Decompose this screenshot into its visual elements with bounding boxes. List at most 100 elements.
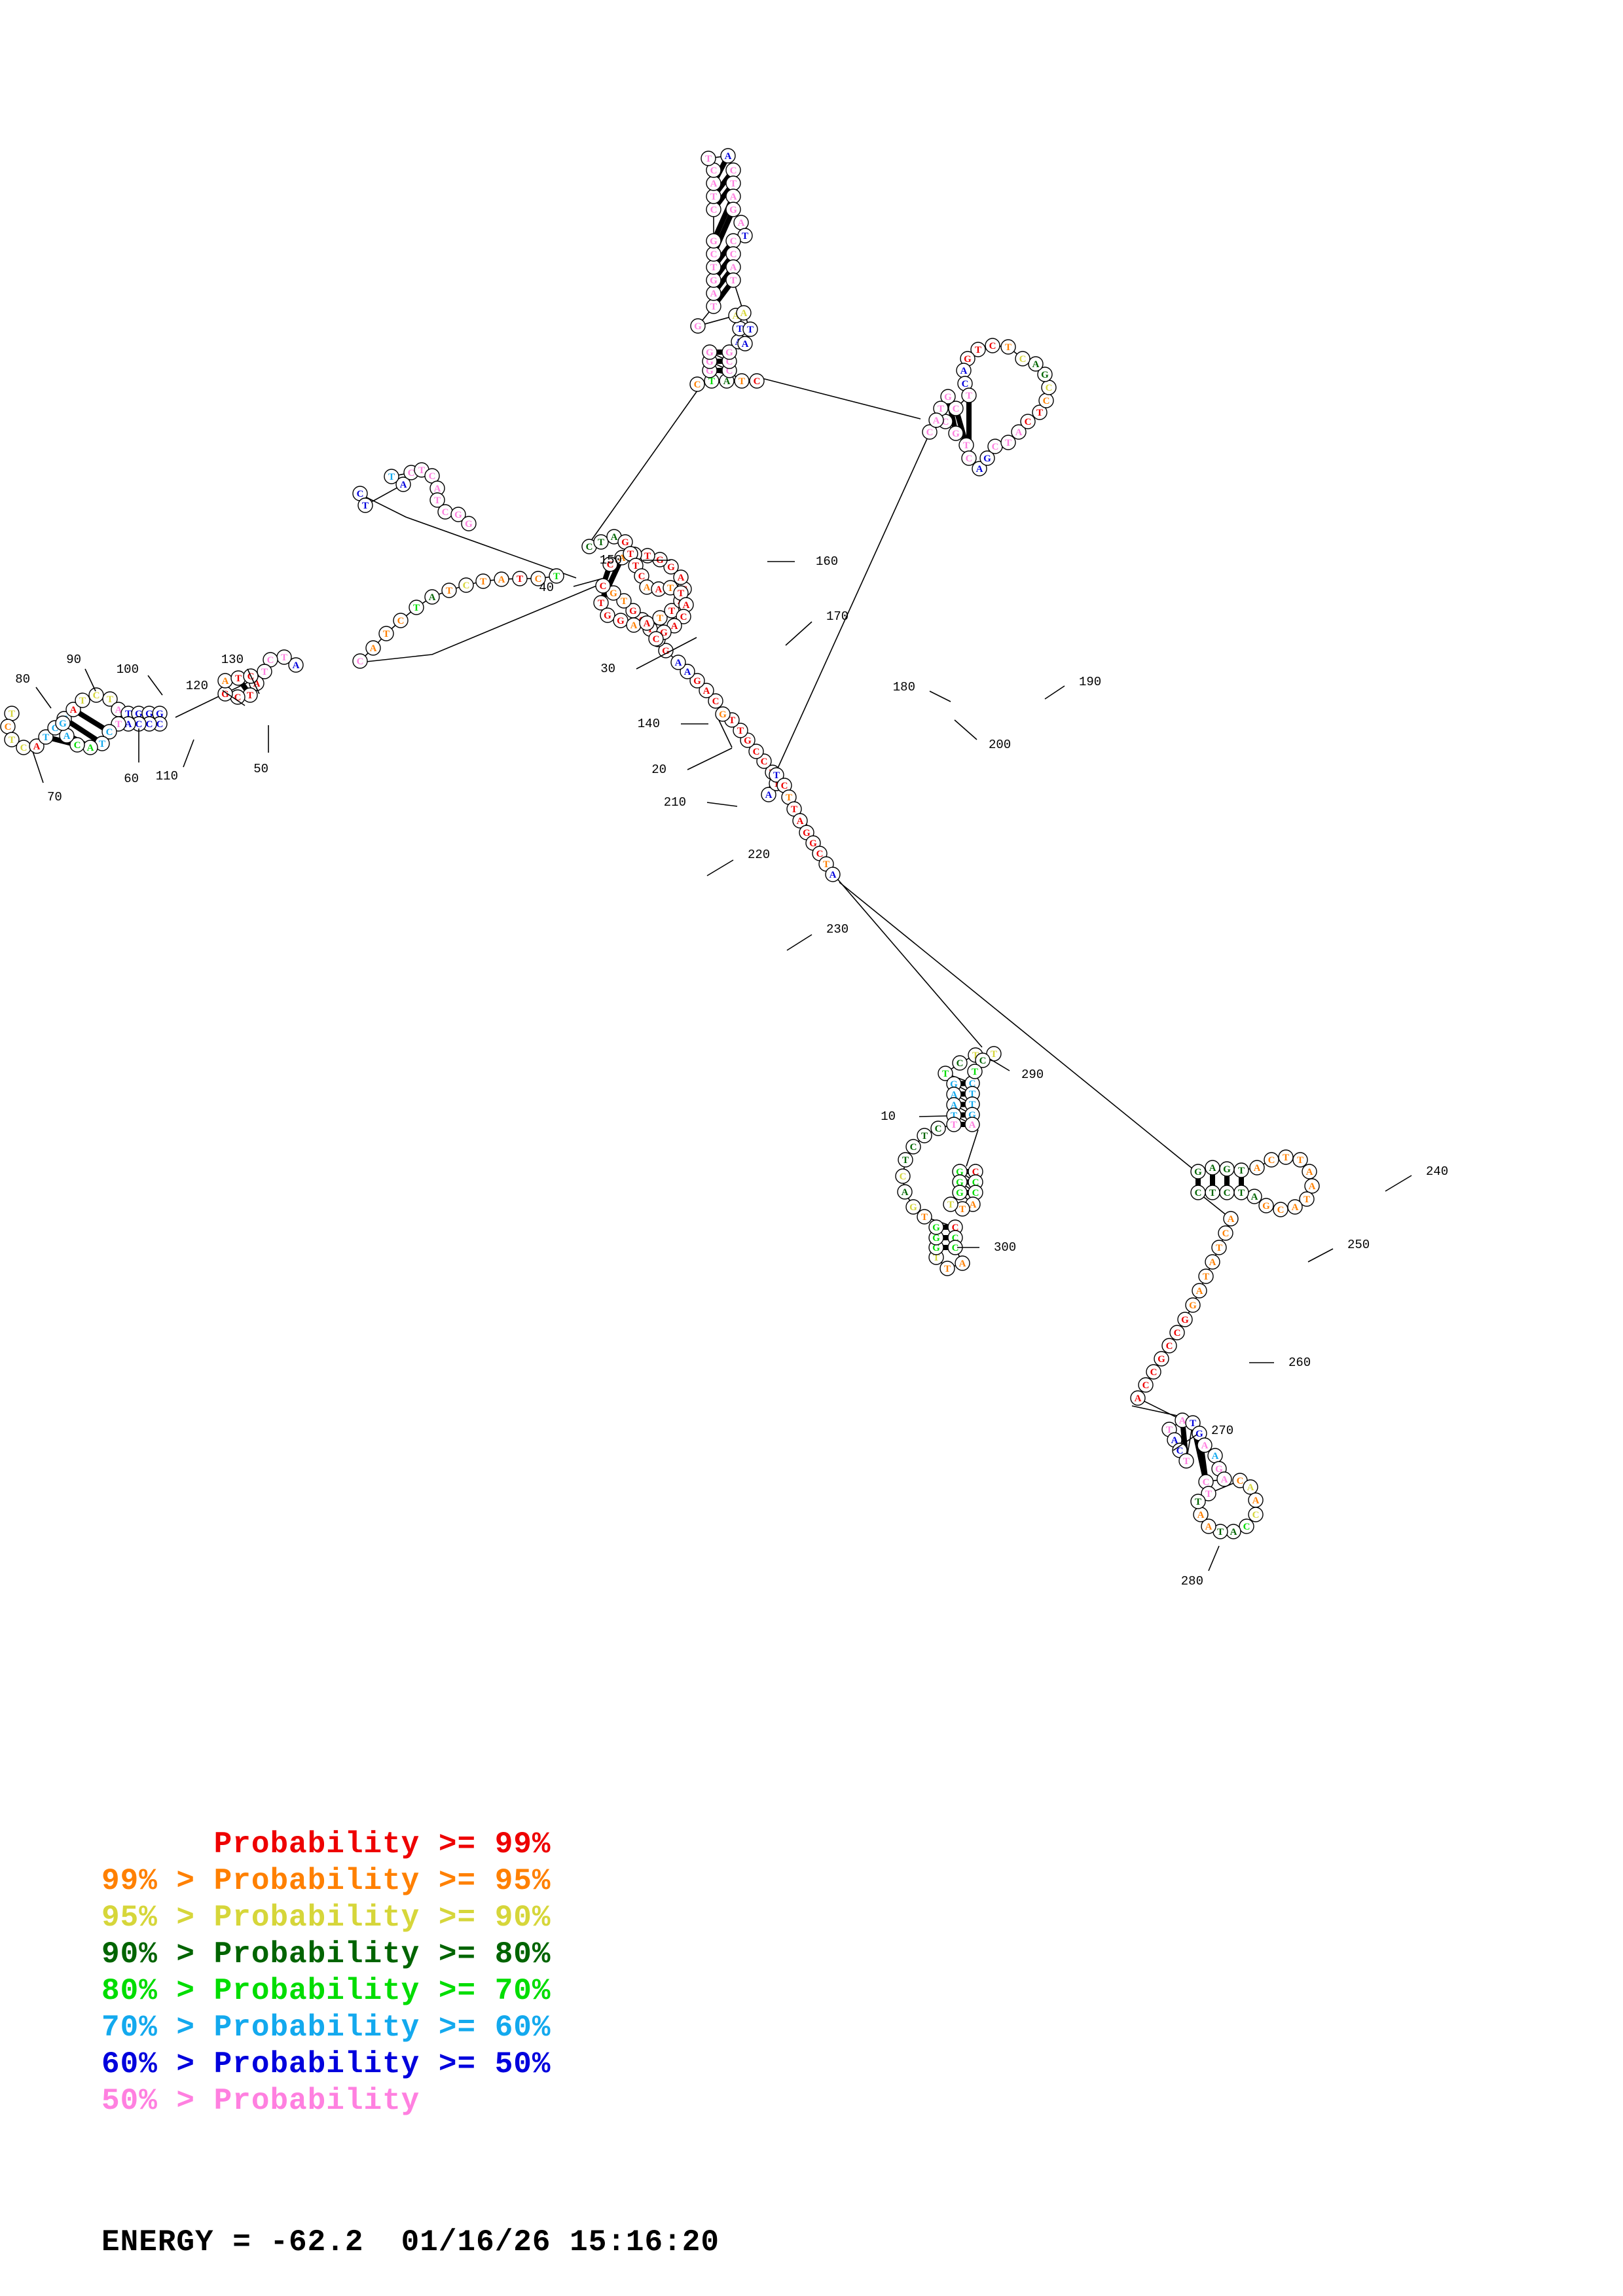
nucleotide-letter: A xyxy=(1196,1286,1203,1297)
nucleotide: C xyxy=(101,724,117,740)
probability-legend: Probability >= 99% 99% > Probability >= 9… xyxy=(0,1826,1623,2119)
nucleotide-circle xyxy=(1299,1191,1315,1207)
nucleotide-circle xyxy=(395,476,411,492)
nucleotide-letter: G xyxy=(964,354,972,365)
nucleotide-circle xyxy=(1287,1199,1303,1215)
position-number: 100 xyxy=(117,662,139,677)
backbone-link xyxy=(960,1086,966,1091)
nucleotide: T xyxy=(1000,339,1016,355)
position-number: 190 xyxy=(1079,675,1101,689)
nucleotide-circle xyxy=(65,702,81,717)
nucleotide-letter: T xyxy=(708,376,715,387)
nucleotide: C xyxy=(905,1139,921,1155)
nucleotide-letter: C xyxy=(972,1167,979,1177)
nucleotide: A xyxy=(1304,1178,1320,1194)
nucleotide-letter: C xyxy=(1243,1522,1250,1532)
nucleotide: T xyxy=(257,664,272,679)
nucleotide-letter: A xyxy=(222,676,229,687)
nucleotide-letter: C xyxy=(1224,1188,1231,1198)
nucleotide-circle xyxy=(1037,367,1053,382)
nucleotide-letter: T xyxy=(1304,1194,1310,1205)
nucleotide-letter: T xyxy=(413,603,420,613)
nucleotide-letter: C xyxy=(52,723,59,734)
nucleotide-circle xyxy=(737,336,753,351)
nucleotide: G xyxy=(1219,1161,1235,1177)
nucleotide-circle xyxy=(1169,1325,1185,1340)
nucleotide: C xyxy=(530,571,546,586)
nucleotide: C xyxy=(352,653,368,669)
position-leader-line xyxy=(84,668,96,692)
nucleotide: A xyxy=(1207,1448,1223,1463)
nucleotide-circle xyxy=(530,571,546,586)
nucleotide-letter: T xyxy=(1195,1497,1201,1507)
nucleotide: T xyxy=(733,723,748,738)
nucleotide-letter: A xyxy=(1179,1416,1186,1426)
nucleotide-circle xyxy=(1233,1162,1249,1178)
nucleotide-letter: C xyxy=(935,1124,942,1134)
nucleotide-letter: C xyxy=(1203,1477,1210,1488)
nucleotide: C xyxy=(961,450,977,466)
nucleotide-letter: T xyxy=(972,1067,978,1077)
nucleotide-letter: A xyxy=(1032,359,1040,370)
nucleotide-letter: G xyxy=(1158,1354,1165,1365)
backbone-link xyxy=(371,487,397,503)
nucleotide: T xyxy=(1198,1268,1214,1284)
backbone-link xyxy=(951,1066,955,1070)
position-number: 60 xyxy=(124,772,139,786)
position-leader-line xyxy=(222,690,246,706)
nucleotide: T xyxy=(593,534,609,550)
nucleotide-letter: A xyxy=(1015,427,1023,438)
nucleotide: A xyxy=(725,188,741,204)
nucleotide: A xyxy=(1302,1164,1317,1179)
nucleotide-circle xyxy=(663,559,679,575)
nucleotide-letter: A xyxy=(644,583,651,593)
nucleotide-letter: T xyxy=(730,179,737,189)
nucleotide-letter: A xyxy=(730,262,737,273)
nucleotide: A xyxy=(639,615,655,631)
nucleotide: T xyxy=(4,732,20,747)
nucleotide-letter: G xyxy=(662,646,670,656)
nucleotide-letter: A xyxy=(740,308,748,319)
nucleotide: C xyxy=(69,737,85,753)
nucleotide-letter: A xyxy=(1197,1510,1205,1520)
nucleotide-letter: C xyxy=(753,747,760,757)
nucleotide-circle xyxy=(1258,1198,1274,1213)
nucleotide: T xyxy=(958,437,974,453)
nucleotide-letter: A xyxy=(630,620,638,631)
nucleotide-letter: G xyxy=(617,616,625,626)
nucleotide-circle xyxy=(384,469,399,484)
position-label-260: 260 xyxy=(1249,1355,1311,1370)
nucleotide: G xyxy=(663,559,679,575)
nucleotide-letter: A xyxy=(671,621,678,632)
nucleotide-letter: T xyxy=(951,1120,957,1130)
nucleotide: C xyxy=(1038,393,1054,408)
nucleotide: A xyxy=(680,664,695,679)
nucleotide-circle xyxy=(952,1055,968,1071)
nucleotide-circle xyxy=(69,737,85,753)
position-leader-line xyxy=(919,1115,947,1117)
nucleotide: A xyxy=(897,1184,913,1200)
nucleotide: C xyxy=(706,202,721,217)
nucleotide-letter: A xyxy=(730,192,737,202)
nucleotide-circle xyxy=(734,373,750,389)
nucleotide: A xyxy=(1205,1254,1220,1270)
nucleotide: C xyxy=(689,376,705,392)
nucleotide-circle xyxy=(393,613,409,628)
nucleotide-circle xyxy=(970,342,986,357)
legend-row-90: 95% > Probability >= 90% xyxy=(101,1901,551,1935)
nucleotide-letter: G xyxy=(1189,1300,1197,1311)
position-leader-line xyxy=(1307,1248,1334,1263)
nucleotide: C xyxy=(975,1052,991,1068)
nucleotide: T xyxy=(961,387,977,403)
position-number: 250 xyxy=(1347,1238,1370,1252)
nucleotide: C xyxy=(706,246,721,262)
nucleotide-circle xyxy=(378,626,394,641)
nucleotide-letter: C xyxy=(957,1058,964,1069)
nucleotide-circle xyxy=(29,738,45,754)
nucleotide-letter: C xyxy=(357,489,364,499)
nucleotide-circle xyxy=(352,653,368,669)
nucleotide-letter: C xyxy=(267,655,274,666)
position-label-50: 50 xyxy=(253,725,269,776)
nucleotide: A xyxy=(733,215,749,230)
nucleotide-letter: T xyxy=(446,586,452,596)
